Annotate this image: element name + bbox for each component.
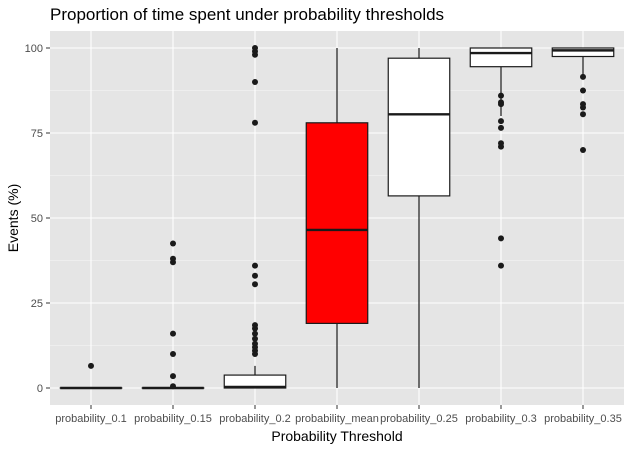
outlier-point [580,104,586,111]
box-body [551,47,615,58]
outlier-point [170,259,176,266]
x-tick-label: probability_0.35 [544,413,622,425]
y-tick-label: 50 [31,213,43,225]
boxes [59,45,615,390]
y-tick-label: 75 [31,128,43,140]
box-probability_0.15 [141,240,205,390]
box-probability_0.35 [551,47,615,153]
y-axis: 0 25 50 75 100 [25,43,50,395]
outlier-point [170,330,176,337]
outlier-point [170,240,176,247]
outlier-point [252,351,258,357]
outlier-point [498,235,504,242]
outlier-point [252,281,258,288]
x-tick-label: probability_0.3 [465,413,537,425]
outlier-point [580,87,586,94]
box-probability_0.1 [59,362,123,390]
outlier-point [498,92,504,99]
box-probability_0.3 [469,47,533,269]
x-tick-label: probability_0.15 [134,413,212,425]
outlier-point [498,124,504,131]
x-tick-label: probability_0.25 [380,413,458,425]
x-tick-label: probability_0.2 [219,413,291,425]
outlier-point [580,73,586,80]
outlier-point [88,362,94,369]
outlier-point [252,262,258,269]
outlier-point [498,143,504,150]
outlier-point [252,335,258,342]
box-probability_mean [305,48,369,388]
outlier-point [580,111,586,118]
x-axis: probability_0.1 probability_0.15 probabili… [55,405,622,425]
box-probability_0.2 [223,45,287,389]
outlier-point [252,325,258,332]
outlier-point [252,51,258,58]
outlier-point [170,351,176,357]
x-axis-title: Probability Threshold [271,428,402,444]
outlier-point [170,383,176,390]
outlier-point [252,330,258,337]
outlier-point [580,147,586,153]
box-body [469,47,533,68]
box-probability_0.25 [387,48,451,388]
y-axis-title: Events (%) [5,184,21,252]
outlier-point [170,373,176,380]
chart-title: Proportion of time spent under probabili… [50,5,444,24]
outlier-point [252,79,258,85]
outlier-point [498,101,504,108]
y-tick-label: 0 [37,383,43,395]
outlier-point [498,118,504,125]
outlier-point [498,262,504,269]
box-body [305,122,369,325]
outlier-point [252,119,258,126]
x-tick-label: probability_0.1 [55,413,127,425]
outlier-point [252,272,258,279]
x-tick-label: probability_mean [295,413,379,425]
y-tick-label: 100 [25,43,43,55]
box-body [387,57,451,197]
y-tick-label: 25 [31,298,43,310]
